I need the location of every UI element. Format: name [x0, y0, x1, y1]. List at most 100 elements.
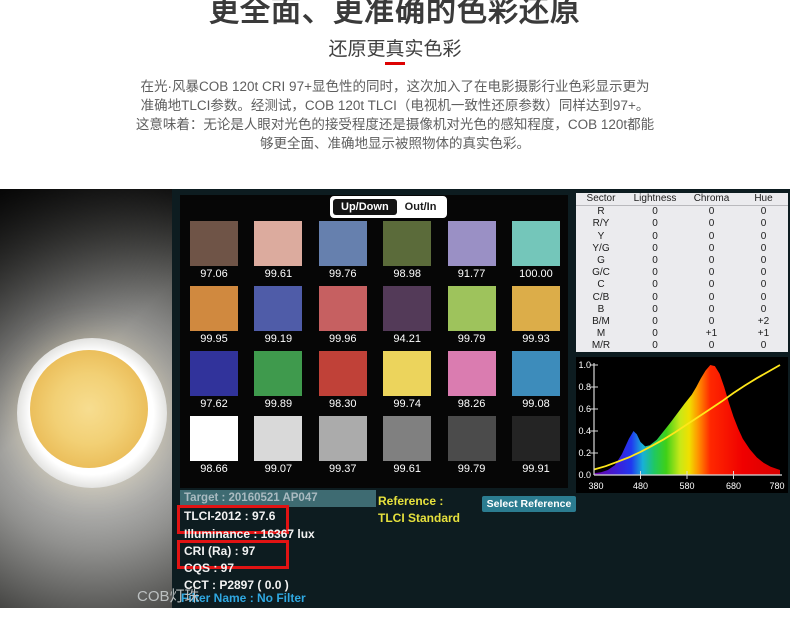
sector-cell: 0 — [708, 303, 715, 315]
color-analyzer-panel: COB灯珠 Up/Down Out/In 97.06 99.61 99.76 9… — [0, 189, 790, 608]
sector-cell: M/R — [591, 340, 611, 352]
sector-cell: R/Y — [592, 218, 610, 230]
updown-button[interactable]: Up/Down — [333, 199, 397, 215]
cri-highlight-box — [177, 540, 289, 569]
sector-cell: 0 — [652, 291, 658, 303]
color-swatch-cell: 99.08 — [511, 351, 560, 410]
filter-name-value: Filter Name : No Filter — [181, 591, 306, 605]
swatch-score: 94.21 — [393, 333, 421, 345]
sector-cell: Y/G — [592, 242, 610, 254]
swatch-score: 99.91 — [522, 463, 550, 475]
color-swatch-cell: 98.26 — [447, 351, 496, 410]
color-swatch-cell: 99.96 — [318, 286, 367, 345]
swatch-score: 99.19 — [264, 333, 293, 345]
color-swatch-cell: 99.89 — [254, 351, 303, 410]
swatch-score: 99.79 — [457, 463, 486, 475]
color-swatch-cell: 99.91 — [511, 416, 560, 475]
sector-cell: C — [597, 279, 605, 291]
sector-cell: 0 — [708, 206, 715, 218]
y-axis-label: 0.4 — [578, 426, 591, 436]
light-photo — [0, 189, 172, 608]
swatch-score: 99.61 — [393, 463, 421, 475]
spd-area — [594, 365, 780, 475]
swatch-row: 98.66 99.07 99.37 99.61 99.79 99.91 — [190, 416, 560, 475]
color-swatch — [318, 416, 367, 461]
sector-cell: B — [597, 303, 605, 315]
color-swatch — [254, 221, 303, 266]
color-swatch — [447, 221, 496, 266]
color-swatch-cell: 98.98 — [383, 221, 432, 280]
swatch-score: 99.93 — [522, 333, 550, 345]
color-swatch-cell: 99.74 — [383, 351, 432, 410]
sector-cell: 0 — [652, 267, 658, 279]
color-swatch — [383, 351, 432, 396]
color-swatch — [383, 416, 432, 461]
swatch-score: 99.96 — [329, 333, 357, 345]
sector-cell: 0 — [708, 242, 715, 254]
swatch-score: 100.00 — [519, 268, 553, 280]
color-swatch — [511, 351, 560, 396]
color-swatch-cell: 99.93 — [511, 286, 560, 345]
sector-table-header: Hue — [739, 193, 788, 207]
sector-cell: 0 — [708, 267, 715, 279]
sector-cell: 0 — [652, 340, 658, 352]
color-swatch — [318, 351, 367, 396]
photo-caption: COB灯珠 — [137, 588, 200, 605]
swatch-score: 99.76 — [329, 268, 357, 280]
x-axis-label: 680 — [726, 481, 741, 491]
tlci-value: TLCI-2012 : 97.6 — [184, 509, 276, 523]
color-swatch-cell: 99.19 — [254, 286, 303, 345]
target-bar: Target : 20160521 AP047 — [180, 490, 376, 507]
cct-value: CCT : P2897 ( 0.0 ) — [184, 578, 289, 592]
sector-cell: 0 — [708, 340, 715, 352]
color-swatch-cell: 98.66 — [190, 416, 238, 475]
sector-cell: 0 — [708, 279, 715, 291]
x-axis-label: 580 — [679, 481, 694, 491]
axis-ticks — [590, 364, 734, 479]
sector-table-header: Chroma — [684, 193, 739, 207]
color-swatch — [254, 416, 303, 461]
sector-cell: M — [596, 328, 606, 340]
outin-button[interactable]: Out/In — [396, 199, 445, 215]
sector-table-header: Lightness — [626, 193, 684, 207]
color-swatch — [190, 416, 238, 461]
swatch-score: 99.74 — [393, 398, 421, 410]
color-swatch-cell: 91.77 — [447, 221, 496, 280]
cqs-value: CQS : 97 — [184, 561, 235, 575]
reference-label: Reference : — [378, 494, 444, 508]
sector-cell: 0 — [760, 340, 767, 352]
select-reference-button[interactable]: Select Reference — [482, 496, 576, 512]
swatch-score: 98.66 — [200, 463, 228, 475]
y-axis-label: 0.2 — [578, 448, 591, 458]
sector-cell: 0 — [652, 303, 658, 315]
page-subtitle: 还原更真实色彩 — [328, 39, 462, 60]
color-swatch-cell: 97.62 — [190, 351, 238, 410]
color-swatch — [190, 286, 238, 331]
color-swatch-cell: 98.30 — [318, 351, 367, 410]
intro-paragraph: 在光·风暴COB 120t CRI 97+显色性的同时，这次加入了在电影摄影行业… — [125, 77, 665, 153]
sector-cell: 0 — [652, 328, 658, 340]
swatch-grid: Up/Down Out/In 97.06 99.61 99.76 98.98 9… — [180, 195, 568, 488]
color-swatch-cell: 99.76 — [318, 221, 367, 280]
y-axis-label: 0.8 — [578, 382, 591, 392]
sector-cell: 0 — [760, 255, 767, 267]
sector-cell: 0 — [652, 218, 658, 230]
cri-value: CRI (Ra) : 97 — [184, 544, 256, 558]
tlci-highlight-box — [177, 505, 289, 534]
color-swatch-cell: 99.95 — [190, 286, 238, 345]
swatch-score: 99.61 — [264, 268, 293, 280]
color-swatch — [318, 221, 367, 266]
color-swatch-cell: 99.37 — [318, 416, 367, 475]
color-swatch — [447, 416, 496, 461]
sector-cell: 0 — [760, 242, 767, 254]
color-swatch-cell: 94.21 — [383, 286, 432, 345]
led-emitter — [30, 350, 148, 468]
sector-cell: 0 — [760, 267, 767, 279]
sector-cell: C/B — [592, 291, 610, 303]
intro-line: 这意味着：无论是人眼对光色的接受程度还是摄像机对光色的感知程度，COB 120t… — [135, 117, 655, 132]
y-axis-label: 0.0 — [578, 470, 591, 480]
swatch-score: 99.37 — [329, 463, 357, 475]
sector-cell: G — [597, 255, 605, 267]
swatch-score: 99.89 — [264, 398, 293, 410]
